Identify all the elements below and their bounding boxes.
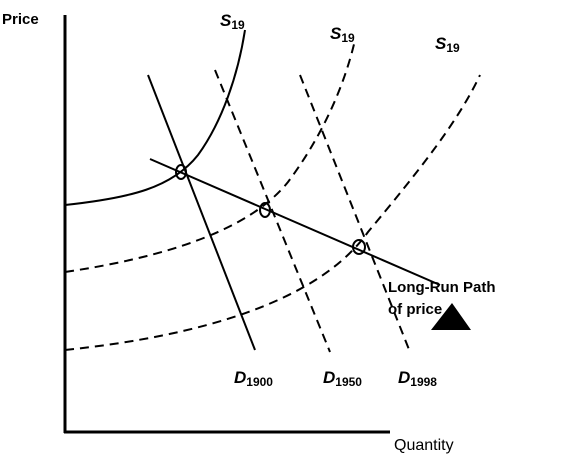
supply-label: S19 [435,34,460,55]
demand-curve [214,69,331,353]
supply-curve [64,29,246,206]
supply-curve [64,74,481,351]
demand-label: D1998 [398,368,437,389]
demand-curve [299,74,411,353]
annotation: Long-Run Path [388,279,495,296]
supply-label: S19 [220,11,245,32]
annotation: of price [388,301,442,318]
y-axis-label: Price [2,11,39,28]
demand-curve [147,74,256,351]
equilibrium [259,202,271,218]
equilibrium [352,239,366,255]
demand-label: D1950 [323,368,362,389]
supply-curve [64,39,356,273]
long-run-path [149,158,441,286]
supply-label: S19 [330,24,355,45]
triangle-icon [431,303,471,330]
x-axis-label: Quantity [394,437,454,454]
equilibrium [175,164,187,180]
demand-label: D1900 [234,368,273,389]
